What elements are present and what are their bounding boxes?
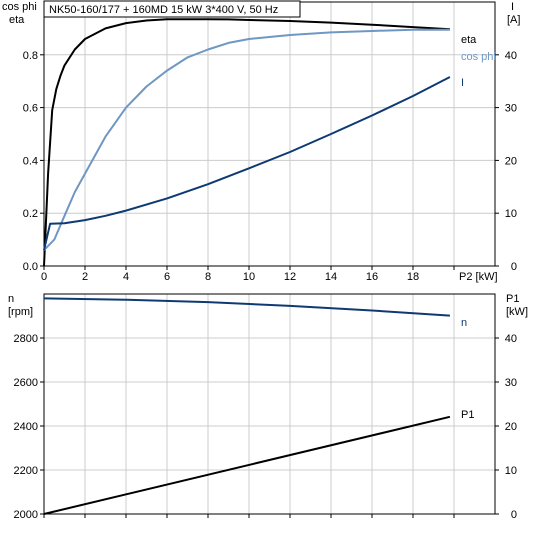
x-tick-label: 6: [164, 271, 170, 283]
left-tick-label: 0.6: [23, 103, 38, 115]
right-axis-label-kw: [kW]: [506, 306, 528, 318]
x-tick-label: 12: [284, 271, 296, 283]
chart-title: NK50-160/177 + 160MD 15 kW 3*400 V, 50 H…: [49, 4, 278, 16]
bottom-series: [43, 297, 451, 515]
x-tick-label: 4: [123, 271, 129, 283]
right-tick-label: 0: [511, 509, 517, 521]
bottom-plot-frame: [43, 293, 496, 515]
left-tick-label: 2600: [14, 377, 38, 389]
left-tick-label: 2800: [14, 333, 38, 345]
right-tick-label: 20: [505, 155, 517, 167]
series-line-p1: [43, 415, 451, 515]
left-tick-label: 0.2: [23, 208, 38, 220]
top-plot-frame: [43, 1, 496, 267]
top-grid: [43, 2, 495, 267]
top-ticks: [40, 54, 499, 270]
series-line-eta: [43, 18, 450, 267]
chart-title-box: [43, 0, 301, 18]
left-axis-label-eta: eta: [9, 14, 25, 26]
top-series: [43, 18, 451, 267]
right-axis-label-current: I: [511, 1, 514, 13]
series-line-cos-phi: [43, 28, 450, 251]
bottom-labels: 2000 2200 2400 2600 2800 0 10 20 30 40: [14, 333, 517, 521]
series-label-p1: P1: [461, 409, 474, 421]
left-axis-label-cosphi: cos phi: [2, 1, 37, 13]
right-tick-label: 10: [505, 465, 517, 477]
right-tick-label: 30: [505, 103, 517, 115]
series-line-i: [43, 76, 451, 251]
x-tick-label: 0: [41, 271, 47, 283]
left-tick-label: 2200: [14, 465, 38, 477]
series-label-current: I: [461, 77, 464, 89]
right-tick-label: 10: [505, 208, 517, 220]
right-tick-label: 20: [505, 421, 517, 433]
right-tick-label: 40: [505, 50, 517, 62]
series-label-speed: n: [461, 317, 467, 329]
right-axis-label-ampere: [A]: [507, 14, 520, 26]
left-tick-label: 2000: [14, 509, 38, 521]
x-tick-label: 18: [407, 271, 419, 283]
top-labels: 0.0 0.2 0.4 0.6 0.8 0 10 20 30 40 0 2 4 6 8 10 12 14 16 18: [23, 50, 517, 283]
left-tick-label: 0.8: [23, 50, 38, 62]
bottom-grid: [43, 294, 495, 515]
series-label-cosphi: cos phi: [461, 51, 496, 63]
right-tick-label: 30: [505, 377, 517, 389]
left-tick-label: 2400: [14, 421, 38, 433]
right-axis-label-p1: P1: [506, 293, 519, 305]
x-tick-label: 14: [325, 271, 337, 283]
right-tick-label: 40: [505, 333, 517, 345]
left-tick-label: 0.0: [23, 261, 38, 273]
speed-power-panel: 2000 2200 2400 2600 2800 0 10 20 30 40 n [rpm] P1…: [8, 293, 528, 521]
right-tick-label: 0: [511, 261, 517, 273]
left-axis-label-speed: n: [8, 293, 14, 305]
bottom-ticks: [40, 337, 499, 518]
series-label-eta: eta: [461, 34, 477, 46]
x-tick-label: 8: [205, 271, 211, 283]
x-tick-label: 16: [366, 271, 378, 283]
x-tick-label: 10: [243, 271, 255, 283]
series-line-n: [43, 297, 450, 317]
left-tick-label: 0.4: [23, 155, 38, 167]
left-axis-label-rpm: [rpm]: [8, 306, 33, 318]
x-tick-label: 2: [82, 271, 88, 283]
x-axis-label: P2 [kW]: [459, 271, 498, 283]
